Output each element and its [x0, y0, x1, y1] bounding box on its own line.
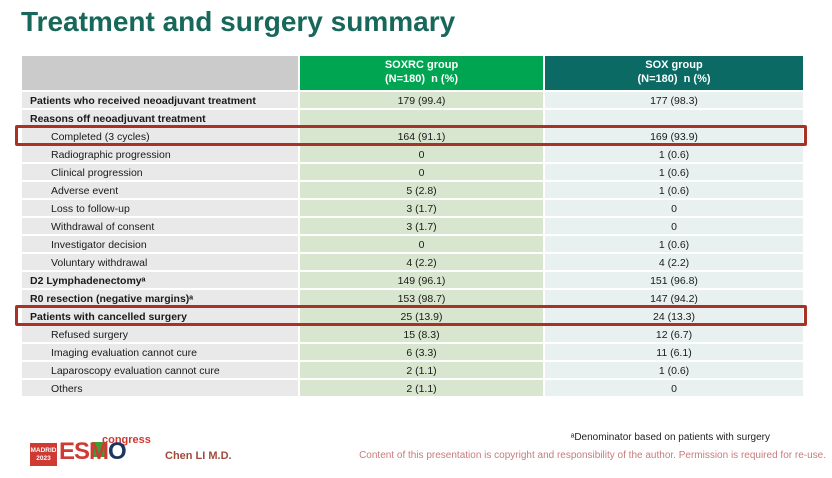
- table-row: Patients who received neoadjuvant treatm…: [22, 92, 803, 110]
- congress-label: congress: [102, 434, 151, 446]
- year-label: 2023: [36, 454, 51, 462]
- denominator-footnote: ᵃDenominator based on patients with surg…: [570, 432, 770, 443]
- soxrc-value: 2 (1.1): [300, 362, 545, 380]
- sox-value: 0: [545, 218, 803, 236]
- soxrc-value: 15 (8.3): [300, 326, 545, 344]
- soxrc-value: [300, 110, 545, 128]
- table-row: Patients with cancelled surgery 25 (13.9)…: [15, 305, 807, 326]
- table-row: Radiographic progression 0 1 (0.6): [22, 146, 803, 164]
- esmo-congress-logo: MADRID 2023 ESMO congress: [30, 434, 170, 473]
- row-label: D2 Lymphadenectomyᵃ: [22, 272, 300, 290]
- soxrc-value: 2 (1.1): [300, 380, 545, 398]
- soxrc-value: 0: [300, 164, 545, 182]
- table-row: Investigator decision 0 1 (0.6): [22, 236, 803, 254]
- row-label: Loss to follow-up: [22, 200, 300, 218]
- soxrc-value: 164 (91.1): [300, 128, 545, 146]
- table-row: Clinical progression 0 1 (0.6): [22, 164, 803, 182]
- author-name: Chen LI M.D.: [165, 450, 232, 462]
- sox-value: 1 (0.6): [545, 362, 803, 380]
- sox-value: 24 (13.3): [545, 308, 803, 326]
- soxrc-group-title: SOXRC group: [384, 59, 459, 72]
- soxrc-value: 25 (13.9): [300, 308, 545, 326]
- sox-value: 12 (6.7): [545, 326, 803, 344]
- sox-value: 1 (0.6): [545, 146, 803, 164]
- row-label: Adverse event: [22, 182, 300, 200]
- table-row: Loss to follow-up 3 (1.7) 0: [22, 200, 803, 218]
- sox-value: 0: [545, 380, 803, 398]
- sox-value: 1 (0.6): [545, 182, 803, 200]
- page-title: Treatment and surgery summary: [21, 6, 456, 37]
- soxrc-value: 0: [300, 146, 545, 164]
- sox-value: 4 (2.2): [545, 254, 803, 272]
- sox-value: 11 (6.1): [545, 344, 803, 362]
- soxrc-value: 153 (98.7): [300, 290, 545, 308]
- header-cell-soxrc-group: SOXRC group (N=180) n (%): [300, 56, 545, 90]
- esmo-green-square: [92, 442, 107, 457]
- sox-value: 177 (98.3): [545, 92, 803, 110]
- header-cell-sox-group: SOX group (N=180) n (%): [545, 56, 803, 90]
- row-label: R0 resection (negative margins)ᵃ: [22, 290, 300, 308]
- sox-value: 147 (94.2): [545, 290, 803, 308]
- table-row: Imaging evaluation cannot cure 6 (3.3) 11 …: [22, 344, 803, 362]
- sox-value: 1 (0.6): [545, 236, 803, 254]
- sox-value: [545, 110, 803, 128]
- soxrc-value: 5 (2.8): [300, 182, 545, 200]
- table-row: Laparoscopy evaluation cannot cure 2 (1.1…: [22, 362, 803, 380]
- row-label: Patients who received neoadjuvant treatm…: [22, 92, 300, 110]
- copyright-notice: Content of this presentation is copyrigh…: [359, 450, 826, 461]
- esmo-letter-s: S: [74, 438, 90, 465]
- soxrc-group-subtitle: (N=180) n (%): [384, 73, 459, 85]
- sox-value: 0: [545, 200, 803, 218]
- table-row: R0 resection (negative margins)ᵃ 153 (98.…: [22, 290, 803, 308]
- sox-value: 169 (93.9): [545, 128, 803, 146]
- table-row: Adverse event 5 (2.8) 1 (0.6): [22, 182, 803, 200]
- treatment-surgery-table: SOXRC group (N=180) n (%) SOX group (N=1…: [15, 56, 807, 398]
- row-label: Others: [22, 380, 300, 398]
- esmo-letter-e: E: [59, 438, 75, 465]
- madrid-2023-badge: MADRID 2023: [30, 443, 57, 466]
- table-row: Reasons off neoadjuvant treatment: [22, 110, 803, 128]
- row-label: Imaging evaluation cannot cure: [22, 344, 300, 362]
- esmo-logo-text: ESMO: [59, 438, 127, 466]
- row-label: Completed (3 cycles): [22, 128, 300, 146]
- sox-group-subtitle: (N=180) n (%): [637, 73, 711, 85]
- soxrc-value: 3 (1.7): [300, 218, 545, 236]
- header-cell-empty: [22, 56, 300, 90]
- row-label: Clinical progression: [22, 164, 300, 182]
- soxrc-value: 4 (2.2): [300, 254, 545, 272]
- soxrc-value: 3 (1.7): [300, 200, 545, 218]
- esmo-letter-o: O: [108, 438, 127, 465]
- sox-value: 1 (0.6): [545, 164, 803, 182]
- soxrc-value: 179 (99.4): [300, 92, 545, 110]
- sox-value: 151 (96.8): [545, 272, 803, 290]
- table-body: Patients who received neoadjuvant treatm…: [15, 92, 807, 398]
- table-header-row: SOXRC group (N=180) n (%) SOX group (N=1…: [22, 56, 803, 90]
- row-label: Radiographic progression: [22, 146, 300, 164]
- madrid-label: MADRID: [30, 446, 57, 454]
- row-label: Patients with cancelled surgery: [22, 308, 300, 326]
- table-row: D2 Lymphadenectomyᵃ 149 (96.1) 151 (96.8): [22, 272, 803, 290]
- row-label: Voluntary withdrawal: [22, 254, 300, 272]
- row-label: Withdrawal of consent: [22, 218, 300, 236]
- esmo-letter-m: M: [89, 438, 109, 465]
- table-row: Refused surgery 15 (8.3) 12 (6.7): [22, 326, 803, 344]
- row-label: Refused surgery: [22, 326, 300, 344]
- soxrc-value: 6 (3.3): [300, 344, 545, 362]
- table-row: Others 2 (1.1) 0: [22, 380, 803, 398]
- table-row: Completed (3 cycles) 164 (91.1) 169 (93.9): [15, 125, 807, 146]
- table-row: Withdrawal of consent 3 (1.7) 0: [22, 218, 803, 236]
- soxrc-value: 0: [300, 236, 545, 254]
- sox-group-title: SOX group: [645, 59, 703, 72]
- row-label: Reasons off neoadjuvant treatment: [22, 110, 300, 128]
- soxrc-value: 149 (96.1): [300, 272, 545, 290]
- row-label: Laparoscopy evaluation cannot cure: [22, 362, 300, 380]
- row-label: Investigator decision: [22, 236, 300, 254]
- table-row: Voluntary withdrawal 4 (2.2) 4 (2.2): [22, 254, 803, 272]
